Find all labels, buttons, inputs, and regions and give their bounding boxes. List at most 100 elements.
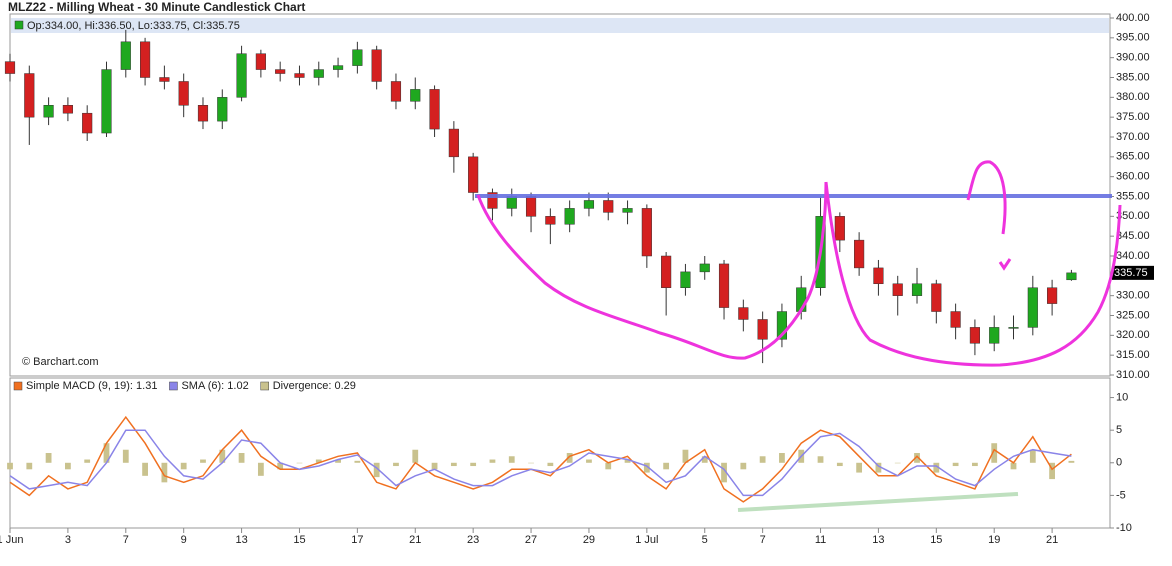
x-tick-label: 21 [409,534,421,546]
candle-body [197,105,209,122]
candle-body [738,307,749,320]
y-tick-label: 310.00 [1116,369,1150,381]
candle-body [583,200,595,209]
candle-body [892,283,903,296]
y-tick-label: 325.00 [1116,309,1150,321]
macd-layer: -10 -5 0 5 10 1 Jun 3 7 9 13 15 17 21 23 27 29 1 Jul 5 7 11… [0,380,1132,546]
divergence-bar [721,462,727,483]
candle-body [159,77,170,82]
y-tick-label: 360.00 [1116,171,1150,183]
divergence-bar [45,453,52,463]
candle-body [1047,287,1058,304]
y-tick-label: 345.00 [1116,230,1150,242]
y-tick-label: 5 [1116,424,1122,436]
legend-label: SMA (6): 1.02 [181,380,248,392]
x-tick-label: 19 [988,534,1000,546]
candle-body [352,49,363,66]
divergence-bar [296,462,303,464]
divergence-bar [103,443,110,463]
candle-body [43,105,54,118]
candle-body [969,327,980,344]
candle-body [390,81,402,102]
y-tick-label: 375.00 [1116,111,1150,123]
divergence-bar [142,462,148,476]
legend-label: Divergence: 0.29 [273,380,356,392]
candle-body [1008,327,1019,329]
candle-body [140,41,151,78]
candle-body [236,53,247,98]
divergence-bar [277,462,284,470]
legend-swatch [169,381,178,391]
divergence-bar [914,453,920,463]
divergence-bar [663,462,670,470]
divergence-bar [643,462,650,473]
candle-body [410,89,421,102]
candle-body [699,263,710,273]
x-tick-label: 27 [525,534,537,546]
info-band [11,18,1109,33]
candle-body [4,61,16,74]
ohlc-label: Op:334.00, Hi:336.50, Lo:333.75, Cl:335.… [27,20,240,32]
candle-body [545,216,556,225]
divergence-bar [759,456,766,463]
price-layer: 310.00315.00320.00325.00330.00335.00340.… [4,12,1154,381]
divergence-bar [1029,449,1036,463]
divergence-bar [219,449,226,463]
x-tick-label: 1 Jul [635,534,658,546]
candle-body [989,327,1000,344]
divergence-bar [894,462,901,464]
y-tick-label: 380.00 [1116,91,1150,103]
candle-body [661,255,672,288]
annotation-cup [824,181,1122,367]
divergence-bar [1010,462,1017,470]
macd-line [9,429,1072,497]
y-tick-label: 370.00 [1116,131,1150,143]
y-tick-label: 0 [1116,457,1122,469]
candle-body [101,69,112,134]
divergence-bar [65,462,71,470]
x-tick-label: 13 [872,534,884,546]
macd-panel [9,377,1111,529]
divergence-bar [875,462,882,473]
annotation-question [998,258,1012,271]
y-tick-label: 10 [1116,391,1128,403]
candle-body [931,283,942,312]
candle-body [448,128,459,158]
divergence-bar [836,462,843,467]
divergence-bar [450,462,457,467]
candle-body [718,263,730,308]
candle-body [525,196,537,217]
last-price-label: 335.75 [1114,267,1148,279]
macd-line [9,415,1072,503]
divergence-bar [624,459,631,463]
divergence-bar [26,462,33,470]
y-tick-label: 385.00 [1116,71,1150,83]
chart-title: MLZ22 - Milling Wheat - 30 Minute Candle… [8,0,305,14]
candle-body [24,73,35,118]
y-tick-label: -10 [1116,522,1132,534]
candle-body [429,89,440,130]
y-tick-label: 340.00 [1116,250,1150,262]
divergence-bar [161,462,168,483]
candle-body [680,271,691,288]
x-tick-label: 15 [930,534,942,546]
candle-body [487,192,498,209]
y-tick-label: 320.00 [1116,329,1150,341]
annotation-question [966,160,1007,235]
candle-body [468,156,479,193]
divergence-bar [817,456,824,463]
legend-swatch [260,381,269,391]
divergence-bar [393,462,399,467]
candle-body [834,216,845,241]
divergence-bar [7,462,13,470]
divergence-bar [335,459,341,463]
candle-body [82,112,93,134]
divergence-bar [489,459,496,463]
candle-body [62,105,73,114]
divergence-bar [566,453,573,463]
y-tick-label: 395.00 [1116,32,1150,44]
candle-body [854,239,865,269]
candle-body [950,311,961,328]
x-tick-label: 17 [351,534,363,546]
